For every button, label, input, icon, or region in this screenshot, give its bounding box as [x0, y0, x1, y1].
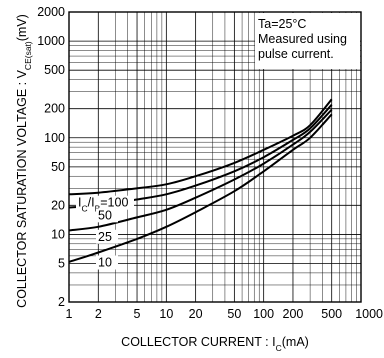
y-tick-label: 2000 — [37, 5, 65, 19]
series-label-10: 10 — [98, 256, 112, 270]
series-label-bg — [96, 229, 118, 244]
y-tick-label: 5 — [58, 257, 65, 271]
x-tick-label: 5 — [134, 307, 141, 321]
x-tick-label: 1000 — [355, 307, 383, 321]
y-axis-title: COLLECTOR SATURATION VOLTAGE : VCE(sat)(… — [15, 14, 33, 308]
y-tick-label: 200 — [44, 102, 65, 116]
annotation-line: pulse current. — [258, 47, 334, 61]
series-label-bg — [76, 195, 134, 210]
series-curve-10 — [68, 113, 333, 263]
annotation-line: Measured using — [258, 32, 347, 46]
y-tick-label: 50 — [51, 160, 65, 174]
y-tick-label: 20 — [51, 198, 65, 212]
x-tick-label: 500 — [321, 307, 342, 321]
series-label-bg — [96, 255, 118, 270]
y-tick-label: 100 — [44, 131, 65, 145]
y-tick-label: 2 — [58, 295, 65, 309]
grid — [68, 11, 361, 303]
x-tick-label: 20 — [189, 307, 203, 321]
series-label-50: 50 — [98, 208, 112, 222]
y-tick-label: 10 — [51, 227, 65, 241]
series-curve-100 — [68, 98, 333, 196]
annotation-line: Ta=25°C — [258, 17, 306, 31]
annotation-box — [255, 13, 360, 69]
x-tick-label: 10 — [159, 307, 173, 321]
x-tick-label: 50 — [227, 307, 241, 321]
x-axis-title: COLLECTOR CURRENT : IC(mA) — [121, 335, 309, 353]
y-tick-label: 500 — [44, 63, 65, 77]
x-tick-label: 1 — [66, 307, 73, 321]
y-tick-label: 1000 — [37, 34, 65, 48]
x-tick-label: 2 — [95, 307, 102, 321]
x-tick-label: 200 — [283, 307, 304, 321]
plot-frame — [68, 11, 362, 303]
series-label-bg — [96, 208, 118, 223]
series-label-25: 25 — [98, 230, 112, 244]
x-tick-label: 100 — [253, 307, 274, 321]
